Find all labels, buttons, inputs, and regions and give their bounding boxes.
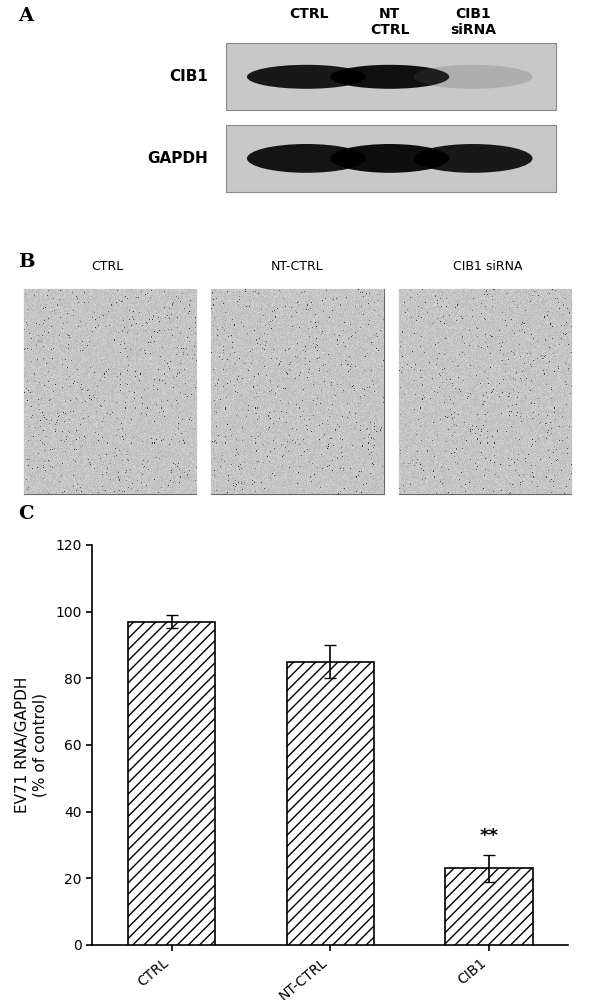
Text: NT
CTRL: NT CTRL bbox=[370, 7, 409, 37]
Bar bbox=[445, 868, 533, 945]
Y-axis label: EV71 RNA/GAPDH
(% of control): EV71 RNA/GAPDH (% of control) bbox=[15, 677, 47, 813]
Text: CIB1 siRNA: CIB1 siRNA bbox=[453, 260, 522, 273]
Ellipse shape bbox=[247, 144, 366, 173]
Text: CIB1
siRNA: CIB1 siRNA bbox=[450, 7, 496, 37]
Ellipse shape bbox=[414, 144, 533, 173]
Text: B: B bbox=[18, 253, 35, 271]
Text: CTRL: CTRL bbox=[91, 260, 123, 273]
Text: **: ** bbox=[480, 827, 499, 845]
Bar bbox=[226, 125, 556, 192]
Ellipse shape bbox=[414, 65, 533, 89]
Text: CIB1: CIB1 bbox=[170, 69, 208, 84]
Ellipse shape bbox=[330, 144, 449, 173]
Text: CTRL: CTRL bbox=[290, 7, 329, 21]
Text: A: A bbox=[18, 7, 33, 25]
Text: GAPDH: GAPDH bbox=[148, 151, 208, 166]
Bar bbox=[24, 289, 196, 494]
Bar bbox=[287, 662, 374, 945]
Bar bbox=[399, 289, 571, 494]
Bar bbox=[128, 622, 215, 945]
Ellipse shape bbox=[247, 65, 366, 89]
Bar bbox=[211, 289, 384, 494]
Text: NT-CTRL: NT-CTRL bbox=[271, 260, 324, 273]
Bar bbox=[226, 43, 556, 110]
Ellipse shape bbox=[330, 65, 449, 89]
Text: C: C bbox=[18, 505, 33, 523]
